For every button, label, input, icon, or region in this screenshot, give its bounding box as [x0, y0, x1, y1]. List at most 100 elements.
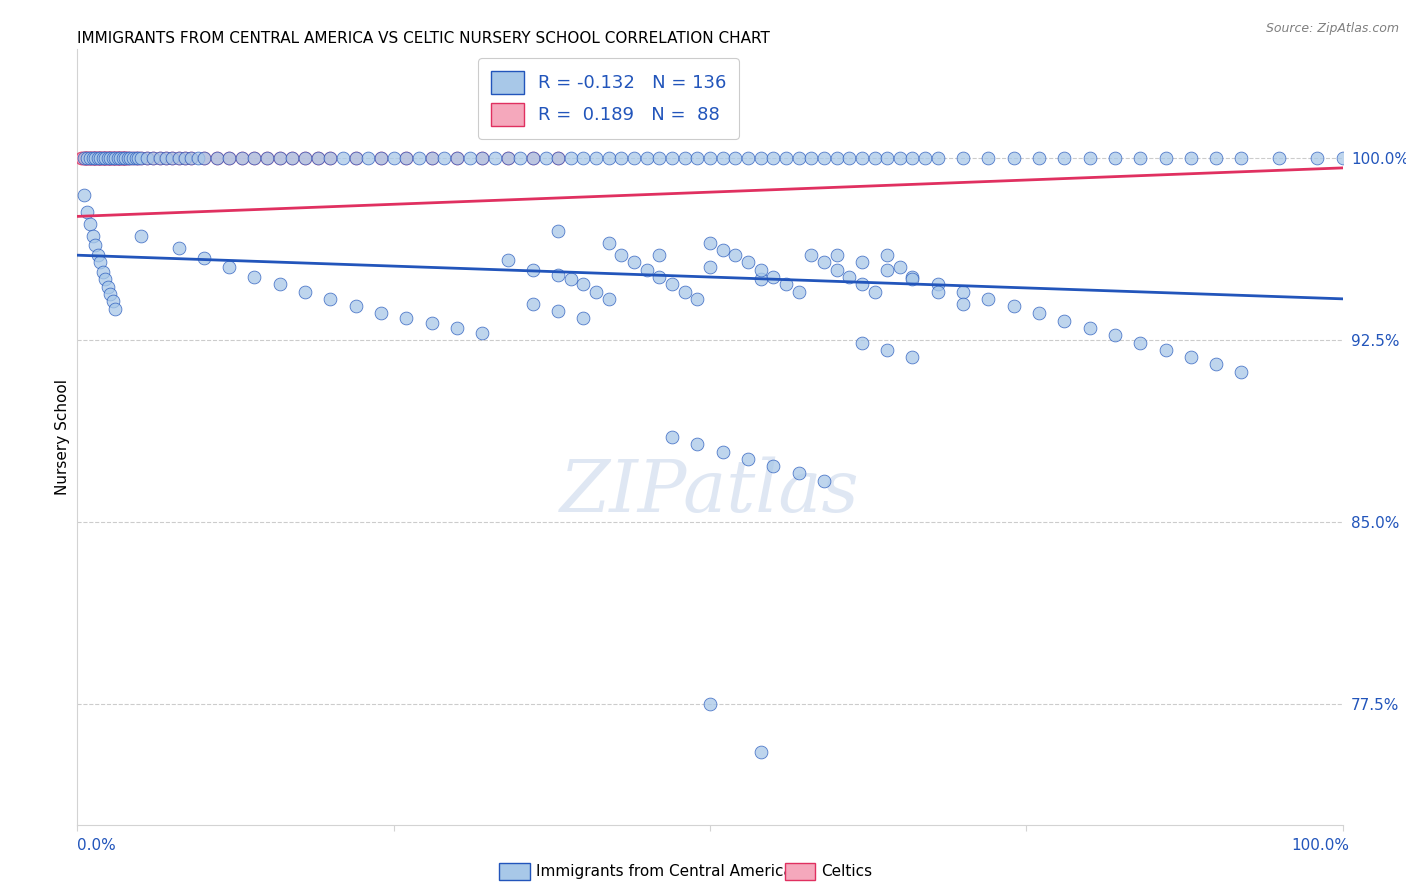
Point — [108, 151, 131, 165]
Point — [84, 238, 107, 252]
Point — [100, 151, 122, 165]
Point — [749, 151, 772, 165]
Point — [1129, 151, 1152, 165]
Point — [86, 151, 108, 165]
Point — [1104, 328, 1126, 343]
Point — [1230, 365, 1253, 379]
Point — [382, 151, 405, 165]
Point — [80, 151, 103, 165]
Point — [205, 151, 228, 165]
Point — [73, 151, 96, 165]
Point — [598, 292, 620, 306]
Point — [952, 151, 974, 165]
Point — [1306, 151, 1329, 165]
Point — [547, 268, 569, 282]
Point — [107, 151, 129, 165]
Point — [1053, 151, 1076, 165]
Point — [180, 151, 202, 165]
Point — [395, 311, 418, 326]
Point — [149, 151, 172, 165]
Point — [111, 151, 134, 165]
Point — [117, 151, 139, 165]
Point — [73, 151, 96, 165]
Point — [122, 151, 145, 165]
Point — [699, 697, 721, 711]
Point — [243, 151, 266, 165]
Point — [218, 260, 240, 275]
Point — [699, 235, 721, 250]
Point — [117, 151, 139, 165]
Point — [256, 151, 278, 165]
Point — [136, 151, 159, 165]
Point — [711, 151, 734, 165]
Point — [749, 272, 772, 286]
Point — [231, 151, 253, 165]
Point — [838, 270, 860, 285]
Point — [82, 151, 104, 165]
Point — [952, 296, 974, 310]
Point — [193, 251, 215, 265]
Point — [91, 151, 114, 165]
Point — [114, 151, 136, 165]
Point — [129, 151, 152, 165]
Point — [89, 151, 111, 165]
Point — [1129, 335, 1152, 350]
Point — [977, 292, 1000, 306]
Point — [79, 217, 101, 231]
Point — [98, 151, 121, 165]
Point — [101, 294, 124, 309]
Point — [76, 151, 98, 165]
Point — [101, 151, 124, 165]
Point — [84, 151, 107, 165]
Point — [458, 151, 481, 165]
Point — [775, 277, 797, 292]
Point — [269, 151, 291, 165]
Point — [901, 270, 924, 285]
Text: ZIPatlas: ZIPatlas — [560, 456, 860, 526]
Point — [749, 745, 772, 759]
Point — [686, 437, 709, 451]
Point — [115, 151, 138, 165]
Point — [636, 151, 658, 165]
Point — [496, 151, 519, 165]
Point — [522, 296, 544, 310]
Point — [86, 151, 108, 165]
Point — [370, 151, 392, 165]
Point — [648, 270, 671, 285]
Point — [76, 204, 98, 219]
Point — [122, 151, 145, 165]
Point — [129, 228, 152, 243]
Point — [585, 151, 607, 165]
Point — [800, 248, 823, 262]
Point — [86, 151, 108, 165]
Point — [509, 151, 531, 165]
Point — [762, 270, 785, 285]
Point — [420, 151, 443, 165]
Point — [547, 304, 569, 318]
Point — [110, 151, 132, 165]
Point — [927, 285, 949, 299]
Point — [72, 151, 94, 165]
Point — [87, 151, 110, 165]
Point — [104, 151, 127, 165]
Point — [1053, 313, 1076, 327]
Point — [1205, 151, 1227, 165]
Point — [114, 151, 136, 165]
Point — [162, 151, 183, 165]
Point — [813, 151, 835, 165]
Point — [104, 151, 127, 165]
Point — [180, 151, 202, 165]
Point — [851, 277, 873, 292]
Point — [149, 151, 172, 165]
Point — [101, 151, 124, 165]
Point — [75, 151, 97, 165]
Point — [307, 151, 329, 165]
Point — [534, 151, 557, 165]
Point — [699, 151, 721, 165]
Point — [155, 151, 177, 165]
Point — [98, 151, 121, 165]
Point — [775, 151, 797, 165]
Point — [94, 272, 117, 286]
Point — [851, 335, 873, 350]
Point — [344, 299, 367, 313]
